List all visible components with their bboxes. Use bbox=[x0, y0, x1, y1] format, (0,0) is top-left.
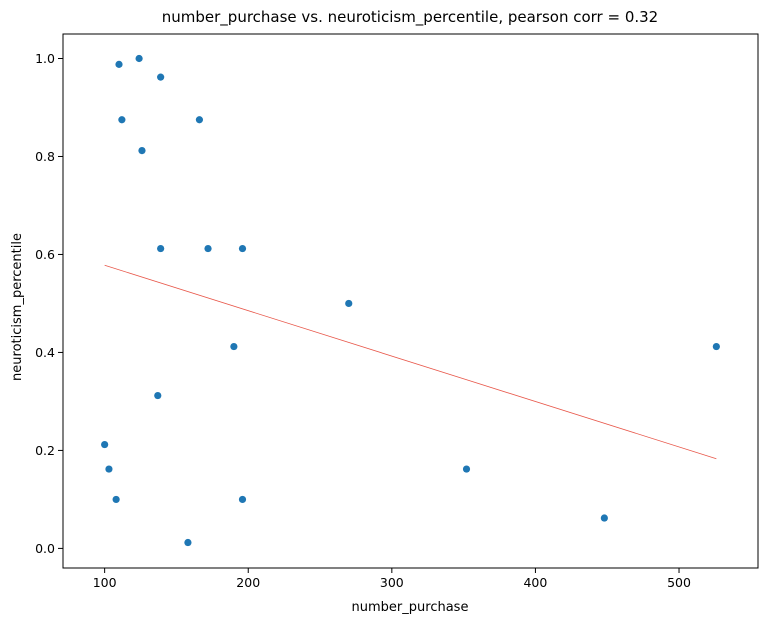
x-tick-label: 200 bbox=[236, 575, 260, 590]
scatter-point-9 bbox=[345, 299, 353, 308]
y-tick-label: 0.8 bbox=[35, 149, 55, 164]
plot-area bbox=[101, 54, 720, 547]
scatter-point-6 bbox=[157, 244, 165, 253]
x-tick-label: 300 bbox=[380, 575, 404, 590]
trendline bbox=[104, 264, 717, 460]
y-tick-label: 0.2 bbox=[35, 443, 55, 458]
x-tick-label: 500 bbox=[667, 575, 691, 590]
scatter-point-0 bbox=[115, 60, 123, 68]
scatter-point-4 bbox=[195, 116, 204, 124]
x-axis: 100 200 300 400 500 bbox=[93, 568, 691, 590]
scatter-point-18 bbox=[600, 514, 608, 522]
y-tick-label: 0.4 bbox=[35, 345, 55, 360]
scatter-point-10 bbox=[230, 342, 238, 351]
axes-frame bbox=[62, 33, 759, 569]
scatter-point-8 bbox=[238, 244, 247, 253]
scatter-point-7 bbox=[204, 244, 212, 253]
y-axis-label: neuroticism_percentile bbox=[10, 233, 25, 381]
scatter-point-11 bbox=[712, 342, 720, 351]
y-tick-label: 1.0 bbox=[35, 51, 55, 66]
scatter-point-2 bbox=[157, 73, 165, 81]
y-tick-label: 0.0 bbox=[35, 541, 55, 556]
scatter-point-14 bbox=[105, 465, 113, 473]
scatter-point-19 bbox=[184, 538, 192, 547]
y-tick-label: 0.6 bbox=[35, 247, 55, 262]
scatter-point-17 bbox=[238, 495, 247, 504]
scatter-point-1 bbox=[135, 54, 143, 63]
x-axis-label: number_purchase bbox=[352, 600, 469, 615]
x-tick-label: 400 bbox=[523, 575, 547, 590]
scatter-point-16 bbox=[112, 495, 120, 504]
scatter-point-3 bbox=[118, 116, 126, 124]
y-axis: 0.0 0.2 0.4 0.6 0.8 1.0 bbox=[35, 51, 63, 556]
scatter-point-5 bbox=[138, 146, 146, 155]
chart-title: number_purchase vs. neuroticism_percenti… bbox=[162, 8, 658, 27]
x-tick-label: 100 bbox=[93, 575, 117, 590]
scatter-point-12 bbox=[154, 391, 162, 400]
scatter-point-13 bbox=[101, 440, 109, 449]
scatter-point-15 bbox=[462, 465, 471, 473]
